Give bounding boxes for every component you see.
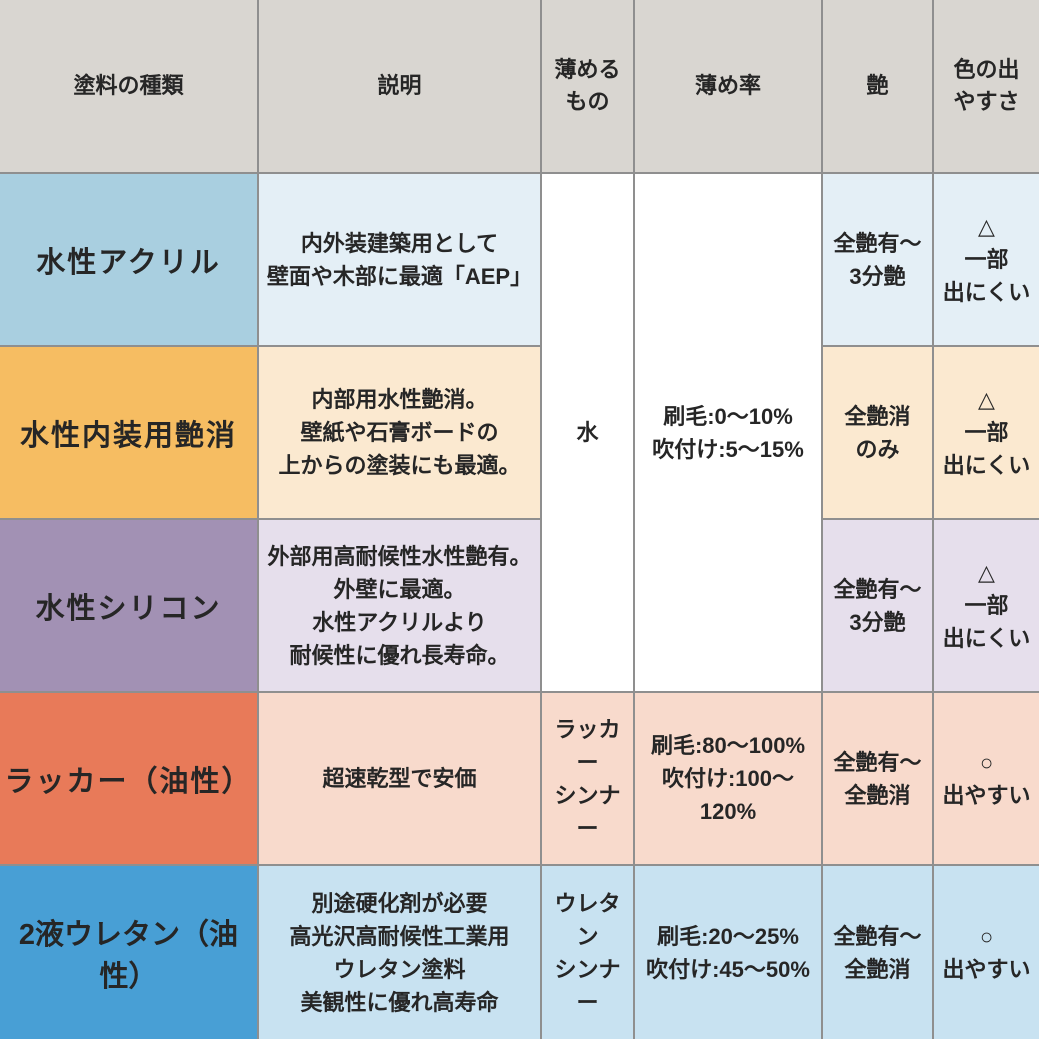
header-row: 塗料の種類 説明 薄める もの 薄め率 艶 色の出 やすさ [0, 0, 1039, 174]
description-cell: 外部用高耐候性水性艶有。 外壁に最適。 水性アクリルより 耐候性に優れ長寿命。 [257, 518, 542, 693]
header-color-ease: 色の出 やすさ [932, 0, 1039, 174]
thinner-cell: ウレタン シンナー [540, 864, 635, 1039]
header-paint-type: 塗料の種類 [0, 0, 259, 174]
header-gloss: 艶 [821, 0, 934, 174]
paint-name-cell: 水性シリコン [0, 518, 259, 693]
paint-name-cell: ラッカー（油性） [0, 691, 259, 866]
header-dilution-rate: 薄め率 [633, 0, 823, 174]
table-row-2k-urethane-oil: 2液ウレタン（油性） 別途硬化剤が必要 高光沢高耐候性工業用 ウレタン塗料 美観… [0, 864, 1039, 1039]
header-description: 説明 [257, 0, 542, 174]
gloss-cell: 全艶有〜 3分艶 [821, 518, 934, 693]
gloss-cell: 全艶有〜 全艶消 [821, 864, 934, 1039]
description-cell: 内外装建築用として 壁面や木部に最適「AEP」 [257, 172, 542, 347]
gloss-cell: 全艶消 のみ [821, 345, 934, 520]
thinner-cell-merged: 水 [540, 172, 635, 693]
description-cell: 超速乾型で安価 [257, 691, 542, 866]
header-thinner: 薄める もの [540, 0, 635, 174]
gloss-cell: 全艶有〜 全艶消 [821, 691, 934, 866]
paint-name-cell: 水性内装用艶消 [0, 345, 259, 520]
paint-name-cell: 2液ウレタン（油性） [0, 864, 259, 1039]
color-ease-cell: △ 一部 出にくい [932, 172, 1039, 347]
paint-name-cell: 水性アクリル [0, 172, 259, 347]
color-ease-cell: △ 一部 出にくい [932, 345, 1039, 520]
description-cell: 別途硬化剤が必要 高光沢高耐候性工業用 ウレタン塗料 美観性に優れ高寿命 [257, 864, 542, 1039]
dilution-rate-cell: 刷毛:80〜100% 吹付け:100〜120% [633, 691, 823, 866]
table-row-water-acrylic: 水性アクリル 内外装建築用として 壁面や木部に最適「AEP」 水 刷毛:0〜10… [0, 172, 1039, 693]
table-row-lacquer-oil: ラッカー（油性） 超速乾型で安価 ラッカー シンナー 刷毛:80〜100% 吹付… [0, 691, 1039, 866]
table-row-water-interior-matte: 水性内装用艶消 内部用水性艶消。 壁紙や石膏ボードの 上からの塗装にも最適。 全… [0, 345, 1039, 520]
color-ease-cell: ○ 出やすい [932, 691, 1039, 866]
description-cell: 内部用水性艶消。 壁紙や石膏ボードの 上からの塗装にも最適。 [257, 345, 542, 520]
dilution-rate-cell: 刷毛:20〜25% 吹付け:45〜50% [633, 864, 823, 1039]
table-row-water-silicone: 水性シリコン 外部用高耐候性水性艶有。 外壁に最適。 水性アクリルより 耐候性に… [0, 518, 1039, 693]
dilution-rate-cell-merged: 刷毛:0〜10% 吹付け:5〜15% [633, 172, 823, 693]
gloss-cell: 全艶有〜 3分艶 [821, 172, 934, 347]
thinner-cell: ラッカー シンナー [540, 691, 635, 866]
color-ease-cell: △ 一部 出にくい [932, 518, 1039, 693]
color-ease-cell: ○ 出やすい [932, 864, 1039, 1039]
